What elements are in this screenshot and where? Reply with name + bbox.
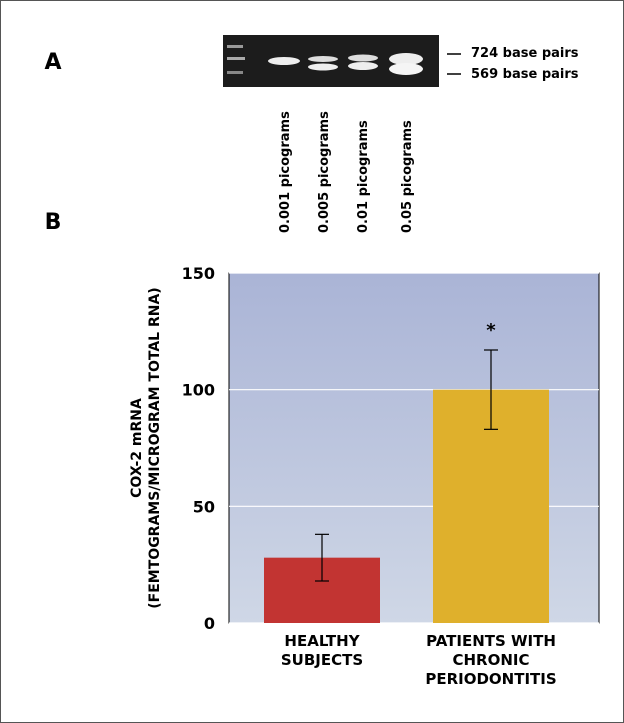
y-axis-label: (FEMTOGRAMS/MICROGRAM TOTAL RNA): [147, 287, 163, 608]
marker-label: 569 base pairs: [471, 67, 579, 82]
lane-label: 0.001 picograms: [278, 111, 293, 233]
figure-svg: A 724 base pairs 569 base pairs B 0.001 …: [1, 1, 623, 722]
x-tick-label: HEALTHY: [284, 632, 360, 650]
y-tick-label: 50: [193, 497, 215, 516]
panel-label: B: [45, 210, 62, 235]
y-tick-label: 150: [182, 264, 215, 283]
x-tick-label: PATIENTS WITH: [426, 632, 556, 650]
figure: A 724 base pairs 569 base pairs B 0.001 …: [0, 0, 624, 723]
gel-image: [223, 35, 461, 87]
annotation: *: [486, 320, 496, 341]
x-tick-label: PERIODONTITIS: [425, 670, 556, 688]
y-tick-label: 100: [182, 381, 215, 400]
y-tick-label: 0: [204, 614, 215, 633]
panel-label: A: [44, 50, 61, 75]
x-tick-label: SUBJECTS: [281, 651, 363, 669]
lane-label: 0.005 picograms: [317, 111, 332, 233]
lane-label: 0.05 picograms: [400, 120, 415, 233]
lane-label: 0.01 picograms: [356, 120, 371, 233]
marker-label: 724 base pairs: [471, 46, 579, 61]
y-axis-label: COX-2 mRNA: [129, 398, 145, 498]
x-tick-label: CHRONIC: [452, 651, 529, 669]
